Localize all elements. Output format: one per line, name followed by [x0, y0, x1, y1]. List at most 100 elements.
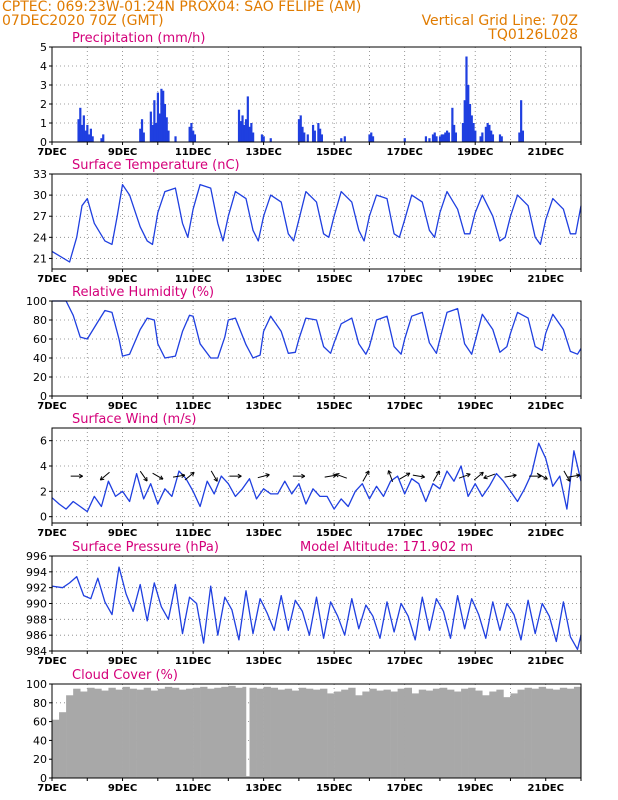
- precip-bar: [301, 126, 304, 142]
- wind-arrow-head: [335, 472, 340, 475]
- panel-title: Relative Humidity (%): [72, 285, 214, 300]
- panel-frame: [51, 173, 582, 270]
- y-tick-label: 24: [33, 231, 47, 244]
- wind-arrow-head: [512, 474, 517, 478]
- wind-arrow-head: [512, 473, 517, 476]
- y-tick-label: 30: [33, 189, 47, 202]
- precip-bar: [447, 132, 450, 142]
- precip-bar: [491, 134, 495, 142]
- precip-bar: [306, 134, 309, 142]
- x-tick-label: 21DEC: [528, 401, 564, 412]
- wind-arrow-head: [266, 474, 270, 478]
- precip-bar: [474, 130, 477, 142]
- x-tick-label: 21DEC: [528, 528, 564, 539]
- wind-arrow-head: [467, 473, 471, 478]
- precip-bar: [299, 115, 302, 142]
- cloud-column: [524, 687, 532, 778]
- wind-arrow-head: [466, 472, 471, 475]
- wind-arrow-shaft: [563, 470, 571, 482]
- wind-arrow-shaft: [388, 470, 394, 482]
- y-tick-label: 40: [33, 352, 47, 365]
- wind-arrow-shaft: [567, 474, 580, 478]
- precip-bar: [461, 123, 465, 142]
- precip-bar: [155, 123, 158, 142]
- series-line: [51, 566, 582, 651]
- cloud-column: [59, 712, 67, 778]
- panel-2: [49, 300, 582, 399]
- wind-arrow: [399, 472, 411, 480]
- wind-arrow-head: [160, 475, 164, 480]
- cloud-column: [482, 695, 490, 778]
- wind-arrow-head: [333, 474, 337, 478]
- header-date: 07DEC2020 70Z (GMT): [2, 13, 164, 29]
- x-tick-label: 15DEC: [316, 783, 352, 794]
- cloud-column: [245, 776, 250, 778]
- precip-bar: [163, 104, 167, 142]
- cloud-column: [510, 693, 518, 778]
- cloud-column: [362, 691, 370, 778]
- panel-frame: [51, 46, 582, 143]
- x-tick-label: 7DEC: [37, 147, 66, 158]
- precip-bar: [82, 115, 85, 142]
- precip-bar: [167, 130, 170, 142]
- x-tick-label: 11DEC: [175, 783, 211, 794]
- y-tick-label: 60: [33, 716, 47, 729]
- y-tick-label: 990: [26, 598, 47, 611]
- panel-1: [49, 173, 582, 272]
- cloud-column: [164, 686, 173, 778]
- wind-arrow-shaft: [458, 473, 471, 479]
- precip-bar: [500, 136, 503, 142]
- cloud-column: [115, 689, 123, 778]
- precip-bar: [433, 132, 436, 142]
- cloud-column: [129, 688, 137, 778]
- y-tick-label: 2: [40, 485, 47, 498]
- x-tick-label: 13DEC: [245, 656, 281, 667]
- header-line1: CPTEC: 069:23W-01:24N PROX04: SAO FELIPE…: [2, 0, 362, 15]
- y-tick-label: 60: [33, 333, 47, 346]
- wind-arrow: [567, 473, 581, 478]
- y-tick-label: 20: [33, 371, 47, 384]
- precip-bar: [453, 124, 456, 142]
- cloud-column: [108, 687, 116, 778]
- precip-bar: [158, 113, 161, 142]
- precip-bar: [440, 134, 443, 142]
- x-tick-label: 15DEC: [316, 274, 352, 285]
- precip-bar: [165, 117, 168, 142]
- precip-bar: [340, 138, 343, 142]
- wind-arrow: [99, 471, 110, 481]
- wind-arrow-head: [435, 470, 440, 474]
- precip-bar: [79, 107, 82, 142]
- y-tick-label: 21: [33, 252, 47, 265]
- precip-bar: [243, 124, 246, 142]
- wind-arrow-head: [213, 478, 218, 482]
- cloud-column: [291, 690, 300, 778]
- precip-bar: [100, 138, 103, 142]
- x-tick-label: 13DEC: [245, 274, 281, 285]
- cloud-column: [87, 687, 95, 778]
- cloud-column: [559, 687, 568, 778]
- wind-arrow-head: [190, 471, 195, 474]
- precip-bar: [84, 130, 87, 142]
- wind-arrow: [210, 470, 218, 482]
- x-tick-label: 7DEC: [37, 656, 66, 667]
- precip-bar: [190, 123, 193, 142]
- wind-arrow-head: [576, 474, 581, 478]
- precip-bar: [343, 136, 346, 142]
- wind-arrow-head: [388, 470, 392, 474]
- panel-title: Precipitation (mm/h): [72, 31, 205, 46]
- cloud-column: [432, 688, 441, 778]
- wind-arrow-head: [265, 473, 270, 476]
- cloud-column: [305, 688, 314, 778]
- wind-arrow-head: [479, 471, 484, 474]
- y-tick-label: 6: [40, 435, 47, 448]
- precip-bar: [237, 109, 241, 142]
- cloud-column: [531, 688, 539, 778]
- precip-bar: [319, 128, 322, 142]
- panel-title: Surface Pressure (hPa): [72, 540, 219, 555]
- y-tick-label: 3: [40, 79, 47, 92]
- cloud-column: [214, 687, 222, 778]
- cloud-column: [73, 688, 81, 778]
- wind-arrow-head: [575, 473, 581, 476]
- panel-title: Cloud Cover (%): [72, 668, 178, 683]
- precip-bar: [252, 132, 255, 142]
